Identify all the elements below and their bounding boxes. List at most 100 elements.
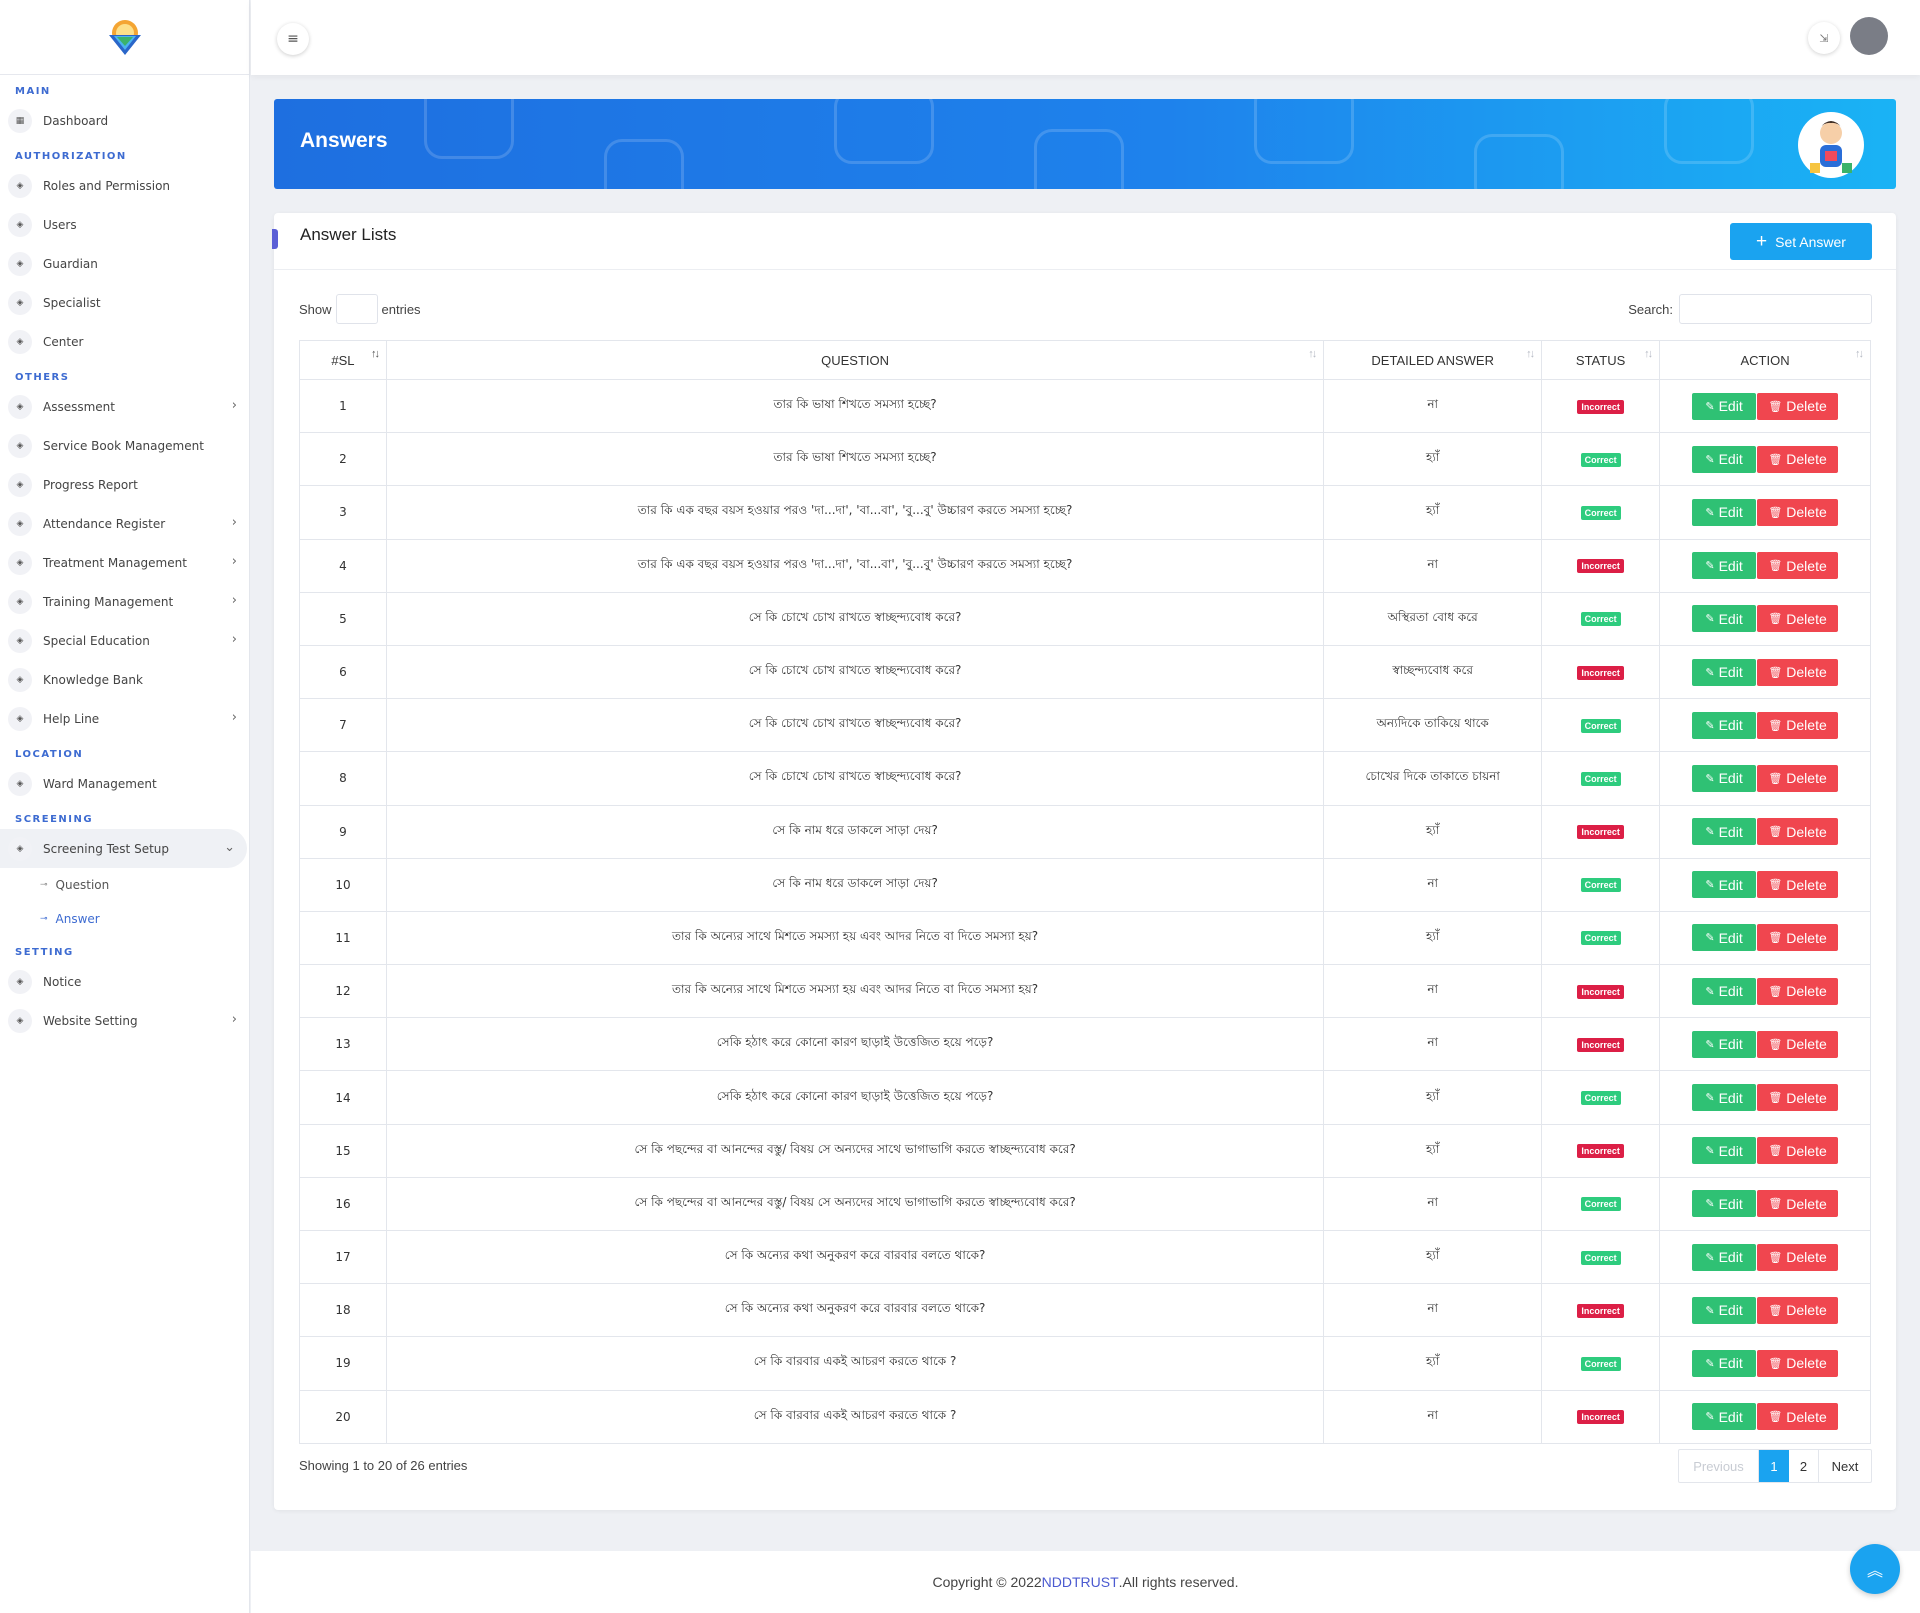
footer-brand-link[interactable]: NDDTRUST bbox=[1041, 1574, 1119, 1590]
edit-button[interactable]: ✎ Edit bbox=[1692, 392, 1757, 420]
delete-button[interactable]: 🗑 Delete bbox=[1757, 1403, 1839, 1431]
page-title: Answers bbox=[300, 129, 388, 152]
cell-sl: 3 bbox=[299, 485, 387, 540]
delete-button[interactable]: 🗑 Delete bbox=[1757, 605, 1839, 633]
cell-sl: 12 bbox=[299, 964, 387, 1019]
sidebar-item-help-line[interactable]: ◈ Help Line › bbox=[0, 699, 249, 738]
delete-button[interactable]: 🗑 Delete bbox=[1757, 658, 1839, 686]
delete-button[interactable]: 🗑 Delete bbox=[1757, 818, 1839, 846]
delete-button[interactable]: 🗑 Delete bbox=[1757, 1243, 1839, 1271]
edit-button[interactable]: ✎ Edit bbox=[1692, 552, 1757, 580]
edit-button[interactable]: ✎ Edit bbox=[1692, 711, 1757, 739]
cell-detailed-answer: অন্যদিকে তাকিয়ে থাকে bbox=[1323, 698, 1543, 753]
sidebar-item-notice[interactable]: ◈ Notice bbox=[0, 962, 249, 1001]
edit-icon: ✎ bbox=[1705, 1357, 1715, 1370]
delete-button[interactable]: 🗑 Delete bbox=[1757, 552, 1839, 580]
column-header-status[interactable]: STATUS ↑↓ bbox=[1541, 340, 1661, 380]
sidebar-item-roles-and-permission[interactable]: ◈ Roles and Permission bbox=[0, 166, 249, 205]
sidebar-item-knowledge-bank[interactable]: ◈ Knowledge Bank bbox=[0, 660, 249, 699]
edit-button[interactable]: ✎ Edit bbox=[1692, 871, 1757, 899]
edit-button[interactable]: ✎ Edit bbox=[1692, 1084, 1757, 1112]
pagination-previous[interactable]: Previous bbox=[1679, 1450, 1759, 1482]
column-header-action[interactable]: ACTION ↑↓ bbox=[1659, 340, 1871, 380]
delete-button[interactable]: 🗑 Delete bbox=[1757, 764, 1839, 792]
sidebar-item-treatment-management[interactable]: ◈ Treatment Management › bbox=[0, 543, 249, 582]
delete-button[interactable]: 🗑 Delete bbox=[1757, 1084, 1839, 1112]
edit-button[interactable]: ✎ Edit bbox=[1692, 445, 1757, 473]
sidebar-subitem-question[interactable]: ⊸ Question bbox=[0, 868, 249, 902]
cell-sl: 20 bbox=[299, 1390, 387, 1444]
sidebar-item-assessment[interactable]: ◈ Assessment › bbox=[0, 387, 249, 426]
edit-button[interactable]: ✎ Edit bbox=[1692, 1296, 1757, 1324]
search-input[interactable] bbox=[1679, 294, 1872, 324]
sidebar-item-dashboard[interactable]: ▦ Dashboard bbox=[0, 101, 249, 140]
edit-button[interactable]: ✎ Edit bbox=[1692, 1243, 1757, 1271]
table-row: 10 সে কি নাম ধরে ডাকলে সাড়া দেয়? না Corre… bbox=[299, 858, 1871, 912]
sort-icon: ↑↓ bbox=[1308, 348, 1317, 360]
edit-button[interactable]: ✎ Edit bbox=[1692, 1030, 1757, 1058]
menu-toggle-button[interactable]: ≡ bbox=[277, 23, 309, 55]
sidebar-item-website-setting[interactable]: ◈ Website Setting › bbox=[0, 1001, 249, 1040]
sidebar-subitem-answer[interactable]: ⊸ Answer bbox=[0, 902, 249, 936]
delete-button[interactable]: 🗑 Delete bbox=[1757, 871, 1839, 899]
sidebar-item-specialist[interactable]: ◈ Specialist bbox=[0, 283, 249, 322]
pagination-page-2[interactable]: 2 bbox=[1789, 1450, 1819, 1482]
delete-button[interactable]: 🗑 Delete bbox=[1757, 711, 1839, 739]
delete-button[interactable]: 🗑 Delete bbox=[1757, 445, 1839, 473]
delete-button[interactable]: 🗑 Delete bbox=[1757, 1349, 1839, 1377]
sidebar-item-label: Progress Report bbox=[43, 477, 138, 492]
edit-button[interactable]: ✎ Edit bbox=[1692, 764, 1757, 792]
logo-icon[interactable] bbox=[105, 17, 145, 57]
delete-button[interactable]: 🗑 Delete bbox=[1757, 1190, 1839, 1218]
cell-question: তার কি অন্যের সাথে মিশতে সমস্যা হয় এবং … bbox=[385, 911, 1325, 966]
edit-button[interactable]: ✎ Edit bbox=[1692, 498, 1757, 526]
fullscreen-button[interactable]: ⇲ bbox=[1808, 22, 1840, 54]
edit-button[interactable]: ✎ Edit bbox=[1692, 605, 1757, 633]
delete-button[interactable]: 🗑 Delete bbox=[1757, 977, 1839, 1005]
status-badge: Incorrect bbox=[1577, 559, 1624, 574]
scroll-to-top-button[interactable]: ︽ bbox=[1850, 1544, 1900, 1594]
delete-button[interactable]: 🗑 Delete bbox=[1757, 924, 1839, 952]
edit-button[interactable]: ✎ Edit bbox=[1692, 658, 1757, 686]
delete-button[interactable]: 🗑 Delete bbox=[1757, 1296, 1839, 1324]
column-header-question[interactable]: QUESTION ↑↓ bbox=[385, 340, 1325, 380]
sidebar-item-screening-test-setup[interactable]: ◈ Screening Test Setup ⌄ bbox=[0, 829, 247, 868]
edit-button[interactable]: ✎ Edit bbox=[1692, 977, 1757, 1005]
delete-label: Delete bbox=[1786, 664, 1827, 681]
column-header-detailed-answer[interactable]: DETAILED ANSWER ↑↓ bbox=[1323, 340, 1543, 380]
sidebar-item-training-management[interactable]: ◈ Training Management › bbox=[0, 582, 249, 621]
user-avatar[interactable] bbox=[1850, 17, 1888, 55]
sidebar-item-attendance-register[interactable]: ◈ Attendance Register › bbox=[0, 504, 249, 543]
sidebar-item-ward-management[interactable]: ◈ Ward Management bbox=[0, 764, 249, 803]
delete-button[interactable]: 🗑 Delete bbox=[1757, 1030, 1839, 1058]
card-header: Answer Lists + Set Answer bbox=[272, 213, 1896, 270]
edit-button[interactable]: ✎ Edit bbox=[1692, 1349, 1757, 1377]
cell-question: সে কি পছন্দের বা আনন্দের বস্তু/ বিষয় সে… bbox=[385, 1124, 1325, 1178]
cell-status: Incorrect bbox=[1541, 379, 1661, 434]
set-answer-button[interactable]: + Set Answer bbox=[1730, 223, 1872, 260]
trash-icon: 🗑 bbox=[1768, 1304, 1783, 1317]
edit-button[interactable]: ✎ Edit bbox=[1692, 818, 1757, 846]
page-length-select[interactable] bbox=[335, 294, 378, 324]
delete-button[interactable]: 🗑 Delete bbox=[1757, 392, 1839, 420]
sidebar-item-center[interactable]: ◈ Center bbox=[0, 322, 249, 361]
sidebar-item-users[interactable]: ◈ Users bbox=[0, 205, 249, 244]
pagination-next[interactable]: Next bbox=[1831, 1458, 1859, 1474]
sidebar-item-progress-report[interactable]: ◈ Progress Report bbox=[0, 465, 249, 504]
cell-sl: 18 bbox=[299, 1283, 387, 1338]
sidebar-item-service-book-management[interactable]: ◈ Service Book Management bbox=[0, 426, 249, 465]
pagination-page-1[interactable]: 1 bbox=[1759, 1450, 1789, 1482]
edit-button[interactable]: ✎ Edit bbox=[1692, 1137, 1757, 1165]
edit-button[interactable]: ✎ Edit bbox=[1692, 924, 1757, 952]
edit-button[interactable]: ✎ Edit bbox=[1692, 1403, 1757, 1431]
delete-button[interactable]: 🗑 Delete bbox=[1757, 498, 1839, 526]
delete-button[interactable]: 🗑 Delete bbox=[1757, 1137, 1839, 1165]
edit-label: Edit bbox=[1718, 929, 1743, 946]
edit-button[interactable]: ✎ Edit bbox=[1692, 1190, 1757, 1218]
sidebar-item-guardian[interactable]: ◈ Guardian bbox=[0, 244, 249, 283]
sidebar-item-special-education[interactable]: ◈ Special Education › bbox=[0, 621, 249, 660]
edit-icon: ✎ bbox=[1705, 1198, 1715, 1211]
column-header-sl[interactable]: #SL ↑↓ bbox=[299, 340, 387, 380]
delete-label: Delete bbox=[1786, 1408, 1827, 1425]
table-row: 7 সে কি চোখে চোখ রাখতে স্বাচ্ছন্দ্যবোধ কর… bbox=[299, 698, 1871, 753]
